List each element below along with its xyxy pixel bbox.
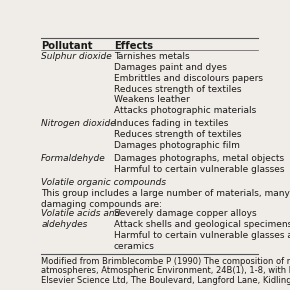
Text: damaging compounds are:: damaging compounds are:	[41, 200, 162, 209]
Text: Attack shells and geological specimens: Attack shells and geological specimens	[114, 220, 290, 229]
Text: Formaldehyde: Formaldehyde	[41, 154, 106, 163]
Text: Effects: Effects	[114, 41, 153, 51]
Text: Damages photographic film: Damages photographic film	[114, 141, 240, 150]
Text: ceramics: ceramics	[114, 242, 155, 251]
Text: Damages photographs, metal objects: Damages photographs, metal objects	[114, 154, 284, 163]
Text: Elsevier Science Ltd, The Boulevard, Langford Lane, Kidlington OX5 1GB, UK.: Elsevier Science Ltd, The Boulevard, Lan…	[41, 276, 290, 285]
Text: Volatile organic compounds: Volatile organic compounds	[41, 178, 166, 187]
Text: Severely damage copper alloys: Severely damage copper alloys	[114, 209, 256, 218]
Text: Harmful to certain vulnerable glasses: Harmful to certain vulnerable glasses	[114, 165, 284, 174]
Text: Sulphur dioxide: Sulphur dioxide	[41, 52, 112, 61]
Text: Embrittles and discolours papers: Embrittles and discolours papers	[114, 74, 263, 83]
Text: Weakens leather: Weakens leather	[114, 95, 190, 104]
Text: Volatile acids and: Volatile acids and	[41, 209, 121, 218]
Text: Damages paint and dyes: Damages paint and dyes	[114, 63, 227, 72]
Text: Harmful to certain vulnerable glasses and: Harmful to certain vulnerable glasses an…	[114, 231, 290, 240]
Text: Modified from Brimblecombe P (1990) The composition of museum: Modified from Brimblecombe P (1990) The …	[41, 257, 290, 266]
Text: aldehydes: aldehydes	[41, 220, 88, 229]
Text: Pollutant: Pollutant	[41, 41, 93, 51]
Text: Reduces strength of textiles: Reduces strength of textiles	[114, 84, 241, 94]
Text: Nitrogen dioxide: Nitrogen dioxide	[41, 119, 116, 128]
Text: Attacks photographic materials: Attacks photographic materials	[114, 106, 256, 115]
Text: Reduces strength of textiles: Reduces strength of textiles	[114, 130, 241, 139]
Text: atmospheres, Atmospheric Environment, 24B(1), 1-8, with kind permission from: atmospheres, Atmospheric Environment, 24…	[41, 266, 290, 275]
Text: Induces fading in textiles: Induces fading in textiles	[114, 119, 228, 128]
Text: Tarnishes metals: Tarnishes metals	[114, 52, 189, 61]
Text: This group includes a large number of materials, many harmless. The most: This group includes a large number of ma…	[41, 189, 290, 198]
